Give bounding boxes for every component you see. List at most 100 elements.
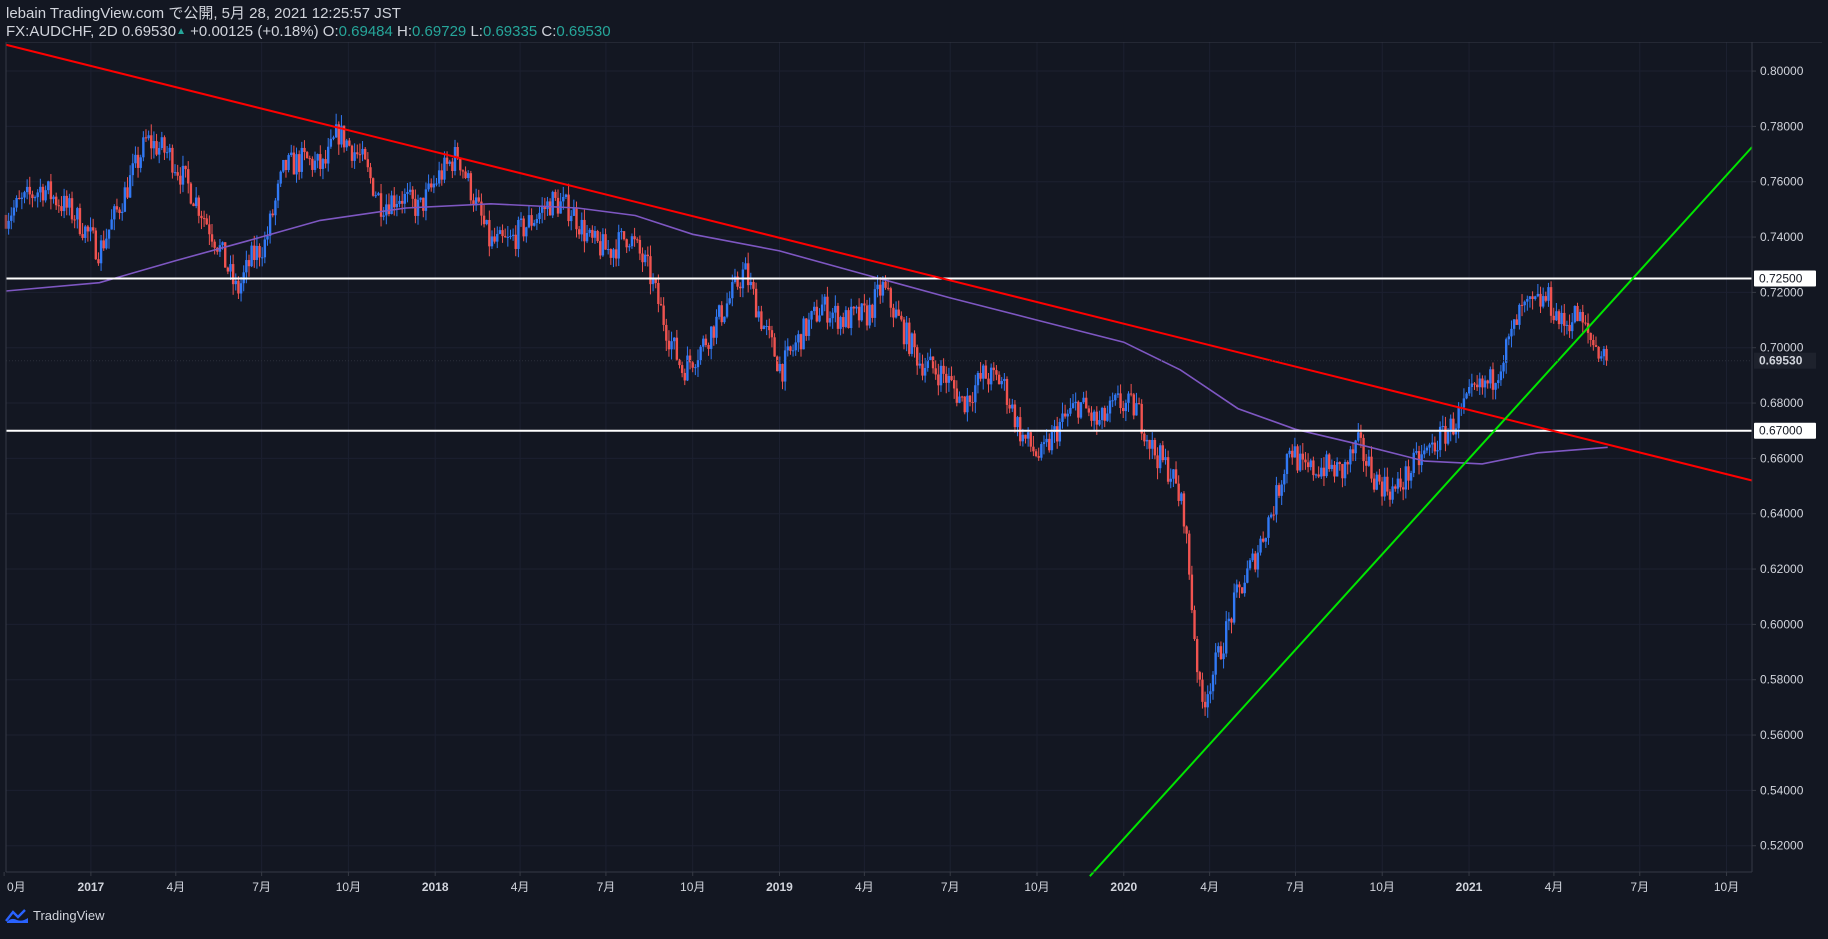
candle-body-up bbox=[128, 175, 132, 198]
candle-body-up bbox=[570, 215, 573, 222]
candle-body-up bbox=[1325, 454, 1328, 477]
candle-body-down bbox=[445, 157, 449, 164]
candle-body-up bbox=[1507, 336, 1511, 340]
candle-body-down bbox=[54, 196, 58, 206]
candles bbox=[4, 113, 1608, 718]
candle-body-down bbox=[913, 333, 916, 348]
candle-body-down bbox=[752, 281, 755, 289]
candle-body-down bbox=[691, 362, 694, 368]
candle-body-up bbox=[1000, 380, 1003, 385]
candle-body-up bbox=[435, 183, 438, 185]
candle-body-down bbox=[1452, 418, 1455, 435]
candle-body-up bbox=[443, 157, 446, 180]
candle-body-up bbox=[20, 197, 24, 199]
candle-body-down bbox=[1401, 487, 1405, 490]
candle-body-down bbox=[305, 152, 309, 159]
candle-body-up bbox=[1465, 393, 1468, 399]
candle-body-up bbox=[1251, 553, 1254, 561]
candle-body-down bbox=[1085, 397, 1088, 409]
candle-body-down bbox=[1161, 445, 1165, 461]
candle-body-up bbox=[551, 191, 554, 216]
candle-body-up bbox=[794, 342, 797, 351]
x-tick-label: 2017 bbox=[78, 880, 105, 894]
candle-body-up bbox=[1222, 653, 1225, 660]
candle-body-up bbox=[1383, 476, 1386, 497]
candle-body-up bbox=[1151, 439, 1154, 449]
candle-body-down bbox=[659, 303, 663, 306]
candle-body-up bbox=[279, 171, 282, 184]
candle-body-down bbox=[583, 219, 586, 242]
candle-body-down bbox=[773, 337, 776, 357]
candle-body-up bbox=[855, 306, 858, 309]
candle-body-down bbox=[1132, 394, 1135, 416]
candle-body-up bbox=[1217, 646, 1220, 653]
candle-body-up bbox=[947, 376, 951, 383]
candle-body-up bbox=[1267, 517, 1270, 538]
candle-body-up bbox=[374, 195, 377, 197]
candle-body-down bbox=[1254, 553, 1257, 570]
candle-body-down bbox=[356, 152, 359, 155]
candle-body-up bbox=[1555, 311, 1558, 321]
candle-body-up bbox=[1116, 393, 1120, 395]
candle-body-down bbox=[987, 378, 990, 385]
candle-body-up bbox=[527, 215, 531, 228]
candle-body-up bbox=[385, 204, 388, 216]
candle-body-down bbox=[908, 322, 911, 354]
low-value: 0.69335 bbox=[482, 23, 538, 40]
candle-body-up bbox=[1470, 383, 1474, 387]
candle-body-up bbox=[1423, 450, 1426, 455]
candle-body-up bbox=[1335, 462, 1339, 477]
candle-body-down bbox=[781, 363, 784, 382]
candle-body-up bbox=[974, 385, 977, 403]
candle-body-down bbox=[184, 165, 187, 170]
candle-body-up bbox=[1468, 386, 1471, 394]
candle-body-up bbox=[1412, 452, 1415, 473]
candle-body-up bbox=[802, 318, 805, 350]
candle-body-up bbox=[160, 137, 164, 149]
candle-body-down bbox=[1312, 460, 1315, 476]
candle-body-down bbox=[1201, 679, 1204, 702]
candle-body-up bbox=[313, 160, 317, 170]
candle-body-down bbox=[1322, 467, 1326, 477]
candle-body-down bbox=[1203, 701, 1207, 708]
candle-body-up bbox=[229, 264, 232, 272]
x-tick-label: 7月 bbox=[1630, 880, 1649, 894]
symbol-name[interactable]: FX:AUDCHF, 2D bbox=[6, 23, 118, 40]
candle-body-down bbox=[163, 137, 166, 153]
candle-body-down bbox=[1372, 478, 1376, 490]
candle-body-down bbox=[847, 310, 850, 329]
candle-body-up bbox=[778, 363, 782, 372]
candle-body-up bbox=[427, 183, 430, 190]
candle-body-down bbox=[1333, 464, 1336, 477]
axis-labels: 0.80000 0.78000 0.76000 0.74000 0.72000 0.700… bbox=[7, 64, 1816, 894]
candle-body-up bbox=[263, 239, 267, 258]
candle-body-up bbox=[572, 208, 576, 216]
candle-body-up bbox=[686, 355, 689, 381]
candle-body-down bbox=[1407, 466, 1410, 481]
candle-body-up bbox=[250, 245, 253, 267]
candle-body-down bbox=[91, 227, 95, 231]
candle-body-up bbox=[1069, 408, 1072, 414]
candle-body-down bbox=[712, 326, 716, 338]
candle-body-up bbox=[467, 173, 470, 178]
candle-body-down bbox=[1594, 345, 1598, 347]
candle-body-up bbox=[1264, 537, 1268, 542]
candle-body-down bbox=[591, 229, 594, 238]
x-tick-label: 10月 bbox=[1370, 880, 1395, 894]
candle-body-down bbox=[1037, 456, 1040, 458]
candle-body-up bbox=[290, 152, 293, 156]
candle-body-down bbox=[921, 363, 924, 376]
candle-body-up bbox=[432, 183, 436, 188]
candle-body-up bbox=[1042, 442, 1046, 445]
candle-body-up bbox=[316, 154, 319, 161]
candle-body-down bbox=[1029, 432, 1032, 447]
candle-body-down bbox=[297, 154, 301, 172]
candle-body-up bbox=[1343, 462, 1347, 479]
candle-body-down bbox=[1277, 485, 1281, 496]
candle-body-up bbox=[260, 257, 264, 259]
candle-body-down bbox=[886, 287, 890, 289]
candle-body-down bbox=[192, 203, 195, 207]
candle-body-up bbox=[511, 234, 515, 236]
candle-body-down bbox=[308, 158, 311, 160]
